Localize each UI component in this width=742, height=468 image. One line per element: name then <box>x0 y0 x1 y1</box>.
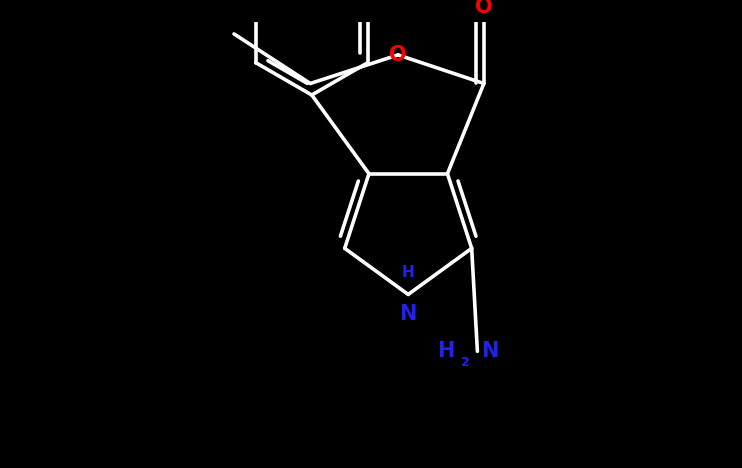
Text: N: N <box>481 341 499 361</box>
Text: N: N <box>399 304 417 324</box>
Text: H: H <box>402 265 415 280</box>
Text: O: O <box>390 45 407 65</box>
Text: H: H <box>437 341 455 361</box>
Text: O: O <box>475 0 493 17</box>
Text: 2: 2 <box>461 356 470 369</box>
